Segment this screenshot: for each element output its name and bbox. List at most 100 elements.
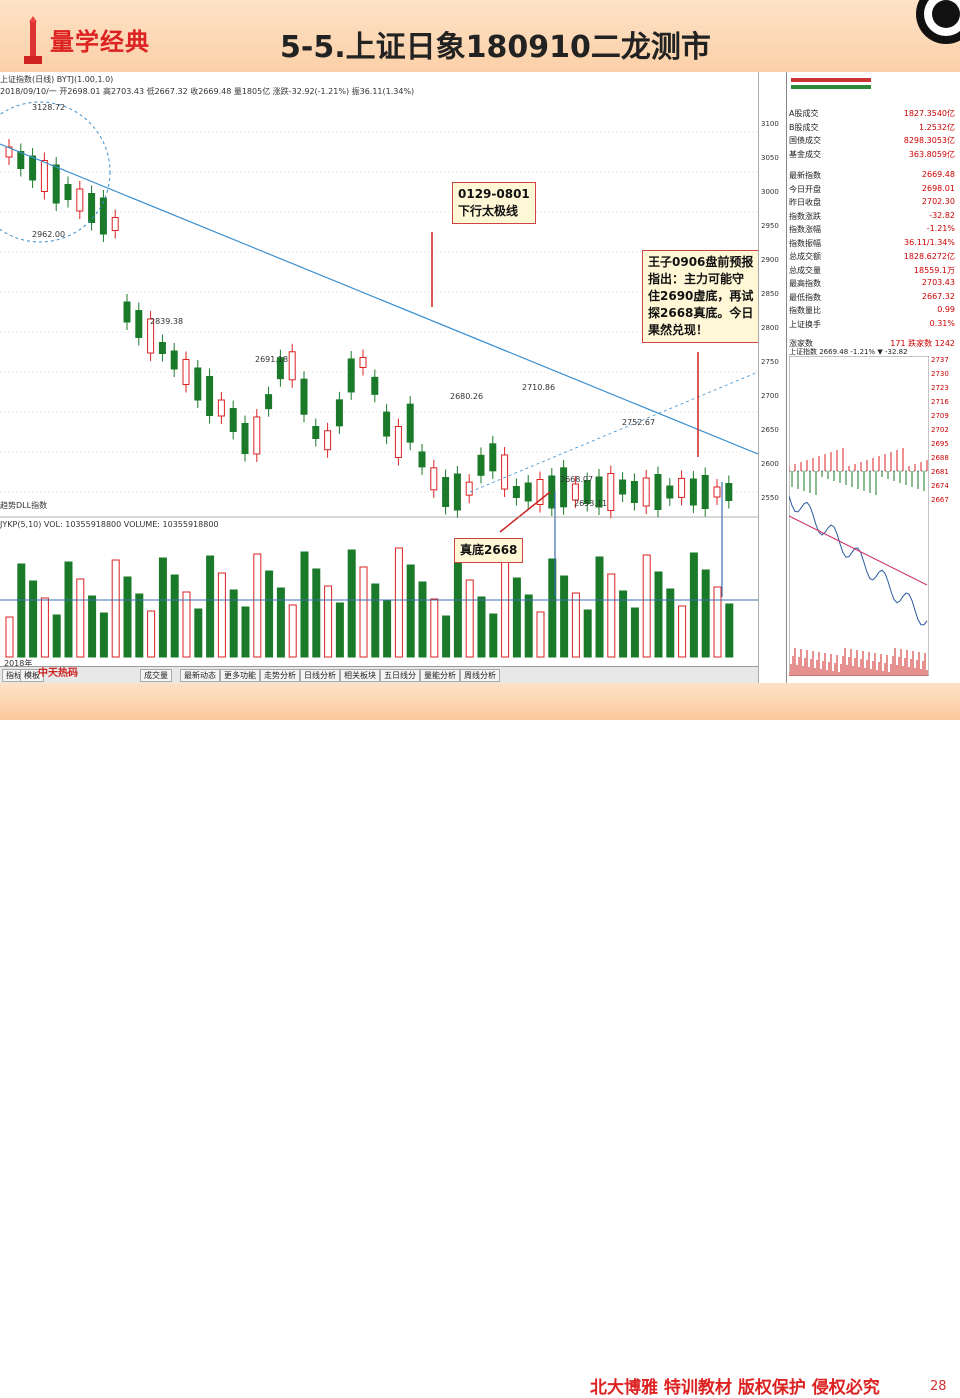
volume-bar	[536, 611, 545, 658]
tab-9[interactable]: 量能分析	[420, 669, 460, 682]
stat-value: 0.99	[937, 305, 955, 314]
volume-bar	[619, 590, 628, 658]
tab-8[interactable]: 五日线分	[380, 669, 420, 682]
panel-top-bars	[791, 78, 871, 92]
stat-row: 国债成交 8298.3053亿	[787, 135, 959, 146]
volume-bar	[217, 572, 226, 658]
stat-label: 涨家数	[789, 339, 813, 348]
candle	[595, 476, 603, 508]
candle	[725, 483, 733, 501]
volume-bar	[347, 549, 356, 658]
price-axis-tick: 2900	[761, 256, 779, 264]
candle	[76, 188, 84, 212]
volume-bar	[276, 587, 285, 658]
candle	[512, 486, 520, 498]
price-axis-tick: 3050	[761, 154, 779, 162]
callout-forecast: 王子0906盘前预报 指出：主力可能守 住2690虚底，再试 探2668真底。今…	[642, 250, 764, 343]
volume-bar	[560, 575, 569, 658]
tab-10[interactable]: 周线分析	[460, 669, 500, 682]
candle	[359, 356, 367, 368]
price-label-2691: 2691.18	[255, 355, 288, 364]
candle	[465, 481, 473, 496]
tab-7[interactable]: 相关板块	[340, 669, 380, 682]
volume-bar	[548, 558, 557, 658]
price-axis-tick: 2850	[761, 290, 779, 298]
stat-value: 18559.1万	[913, 265, 955, 275]
volume-bar	[229, 589, 238, 658]
candle	[5, 146, 13, 158]
volume-bar	[335, 602, 344, 658]
stat-row: 指数振幅 36.11/1.34%	[787, 238, 959, 249]
candle	[371, 376, 379, 395]
tab-4[interactable]: 更多功能	[220, 669, 260, 682]
stat-value: 2698.01	[921, 183, 955, 193]
candle	[689, 478, 697, 506]
price-label-2710: 2710.86	[522, 383, 555, 392]
volume-bar	[182, 591, 191, 658]
stat-label: 总成交量	[789, 265, 821, 275]
price-label-2962: 2962.00	[32, 230, 65, 239]
mini-axis-tick: 2737	[931, 356, 949, 364]
mini-chart-title: 上证指数 2669.48 -1.21% ▼ -32.82	[789, 348, 908, 356]
volume-bar	[29, 580, 38, 658]
tab-5[interactable]: 走势分析	[260, 669, 300, 682]
volume-bar	[76, 578, 85, 658]
stat-value: 2669.48	[921, 170, 955, 179]
volume-bar	[394, 547, 403, 658]
tab-3[interactable]: 最新动态	[180, 669, 220, 682]
candle	[241, 423, 249, 455]
stat-label: B股成交	[789, 122, 819, 132]
tab-1[interactable]: 模板	[20, 669, 44, 682]
candle	[158, 342, 166, 354]
stat-value: 363.8059亿	[908, 149, 955, 159]
stat-row: 最高指数 2703.43	[787, 278, 959, 289]
volume-bar	[501, 560, 510, 658]
volume-bar	[383, 600, 392, 658]
mini-axis-tick: 2702	[931, 426, 949, 434]
candle	[324, 430, 332, 451]
volume-bar	[111, 559, 120, 658]
price-label-2752: 2752.67	[622, 418, 655, 427]
stat-value: 2703.43	[921, 278, 955, 287]
candle	[64, 184, 72, 200]
candle	[29, 155, 37, 181]
candle	[678, 477, 686, 498]
volume-bar	[418, 581, 427, 658]
volume-bar	[642, 554, 651, 658]
stat-label: 指数量比	[789, 306, 821, 315]
candle	[170, 350, 178, 370]
tab-2[interactable]: 成交量	[140, 669, 172, 682]
volume-bar	[595, 556, 604, 658]
stat-label: 国债成交	[789, 136, 821, 145]
mini-price-line	[789, 495, 928, 626]
candle	[619, 479, 627, 495]
tower-icon	[24, 16, 42, 64]
candlestick-chart[interactable]: 3128.72 2962.00 2839.38 2691.18 2710.86 …	[0, 72, 758, 666]
price-label-2653: 2653.11	[574, 499, 607, 508]
callout-true-bottom-text: 真底2668	[460, 543, 518, 557]
volume-bar	[701, 569, 710, 658]
stat-row: 最新指数 2669.48	[787, 170, 959, 181]
price-axis-tick: 2950	[761, 222, 779, 230]
stat-row: 总成交额 1828.6272亿	[787, 251, 959, 262]
candle	[524, 482, 532, 502]
mini-axis-tick: 2709	[931, 412, 949, 420]
price-axis-tick: 3100	[761, 120, 779, 128]
stat-label: 最低指数	[789, 292, 821, 302]
tab-6[interactable]: 日线分析	[300, 669, 340, 682]
intraday-mini-chart[interactable]	[789, 356, 929, 676]
stat-value: 2702.30	[921, 197, 955, 206]
stat-row: A股成交 1827.3540亿	[787, 108, 959, 119]
candle	[123, 301, 131, 323]
trend-line	[0, 143, 758, 455]
candle	[489, 443, 497, 472]
candle	[194, 367, 202, 401]
stat-row: 总成交量 18559.1万	[787, 265, 959, 276]
stat-label: 昨日收盘	[789, 198, 821, 207]
callout-trendline-text: 下行太极线	[458, 204, 519, 218]
candle	[701, 475, 709, 509]
footer-banner: 北大博雅 特训教材 版权保护 侵权必究 28	[0, 683, 960, 1398]
price-axis-tick: 2600	[761, 460, 779, 468]
volume-bar	[64, 561, 73, 658]
volume-bar	[170, 574, 179, 658]
